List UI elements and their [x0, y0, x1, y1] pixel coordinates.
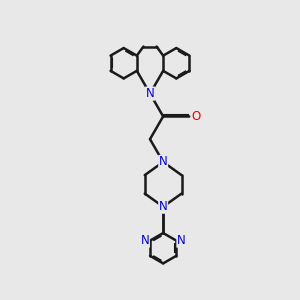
Text: N: N: [177, 234, 186, 247]
Text: N: N: [141, 234, 149, 247]
Text: N: N: [146, 87, 154, 100]
Text: O: O: [191, 110, 200, 123]
Text: N: N: [159, 155, 167, 169]
Text: N: N: [159, 200, 167, 213]
